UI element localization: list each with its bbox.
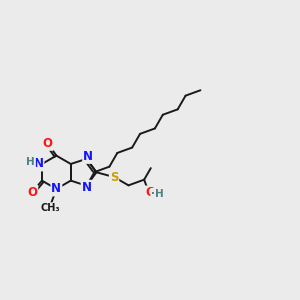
Text: N: N bbox=[82, 181, 92, 194]
Text: O: O bbox=[146, 187, 155, 200]
Text: ·H: ·H bbox=[151, 188, 164, 199]
Text: N: N bbox=[83, 150, 93, 163]
Text: O: O bbox=[27, 186, 37, 199]
Text: S: S bbox=[110, 170, 118, 184]
Text: N: N bbox=[51, 182, 62, 195]
Text: CH₃: CH₃ bbox=[41, 203, 61, 213]
Text: O: O bbox=[43, 137, 53, 150]
Text: H: H bbox=[26, 158, 35, 167]
Text: N: N bbox=[33, 158, 43, 170]
